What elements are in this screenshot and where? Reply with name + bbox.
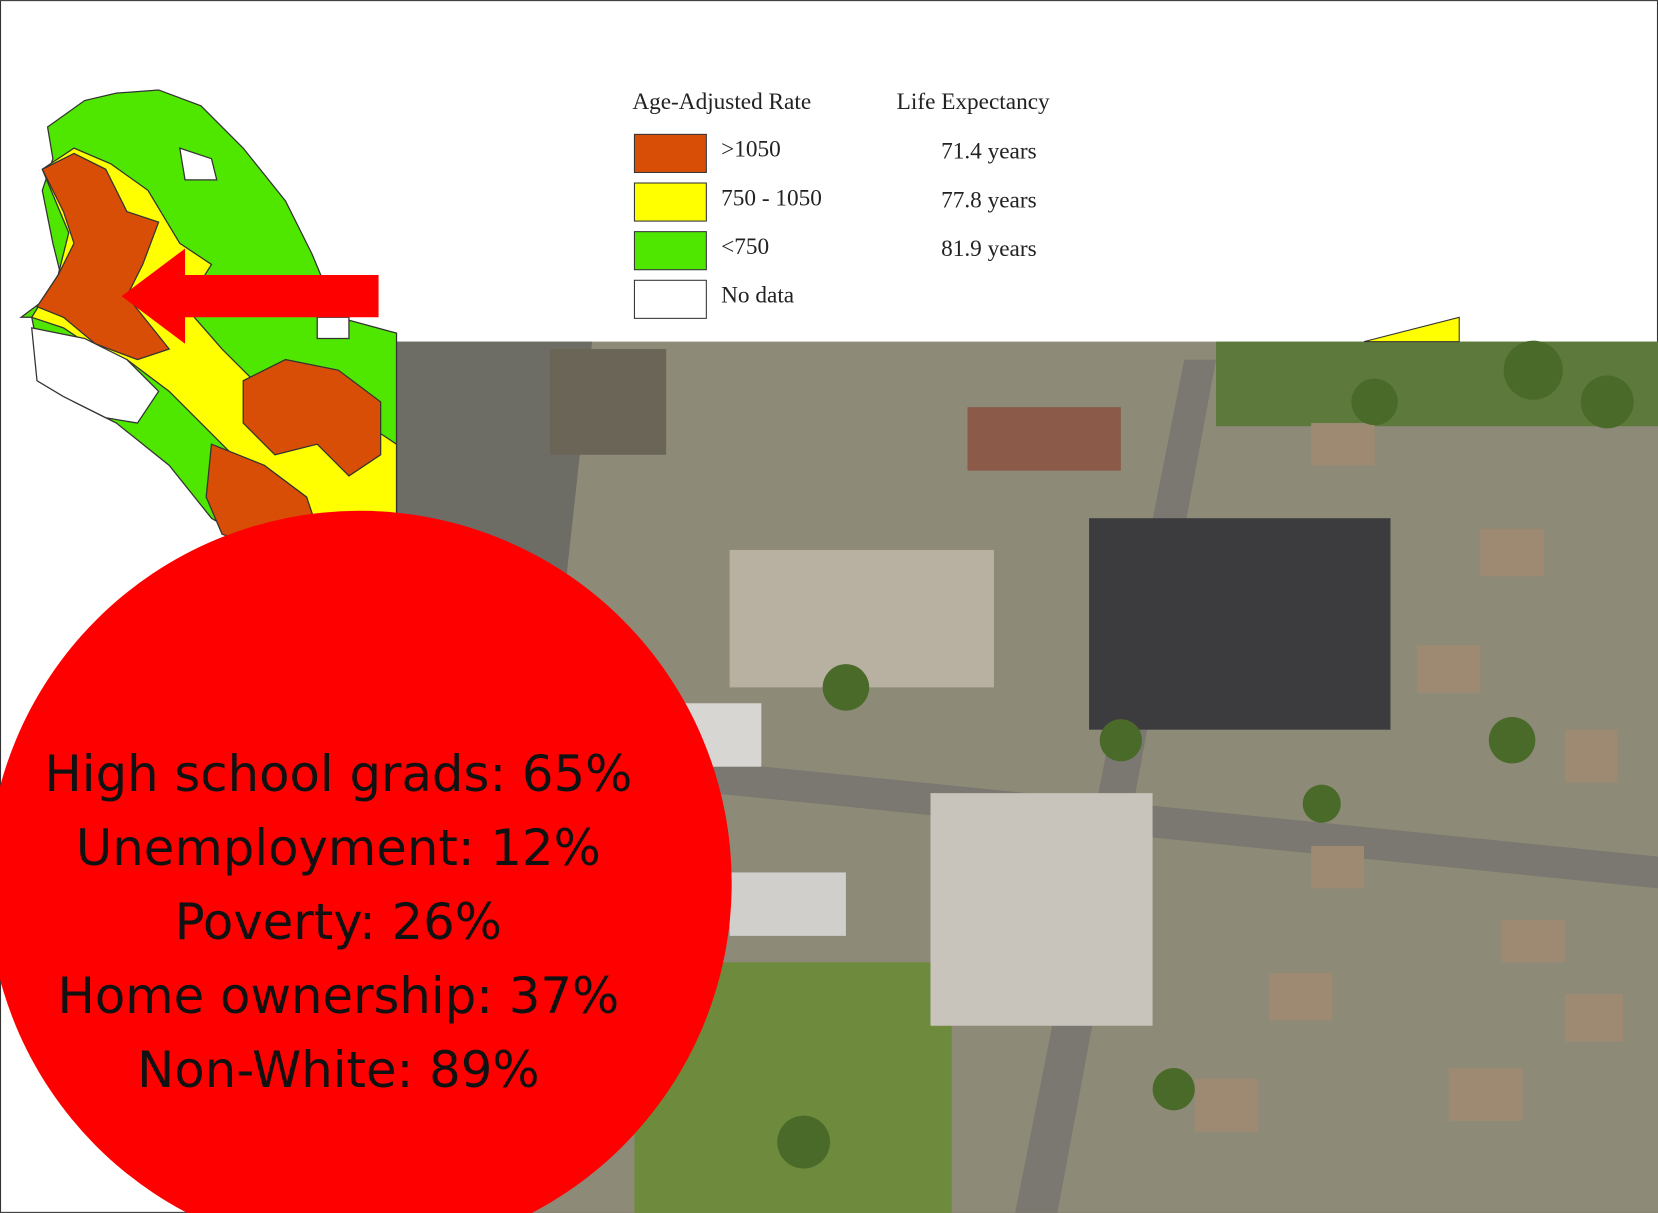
legend-life-expectancy: 71.4 years xyxy=(941,139,1037,165)
stat-line: Unemployment: 12% xyxy=(76,819,601,877)
legend-swatch xyxy=(634,134,706,172)
legend-swatch xyxy=(634,280,706,318)
stat-line: Home ownership: 37% xyxy=(57,967,619,1025)
legend-life-expectancy: 77.8 years xyxy=(941,187,1037,213)
legend-heading: Life Expectancy xyxy=(897,89,1050,115)
legend-range: <750 xyxy=(721,234,769,260)
slide: Age-Adjusted Rate Life Expectancy >1050 7… xyxy=(0,0,1658,1213)
legend-range: >1050 xyxy=(721,137,781,163)
legend-range: No data xyxy=(721,283,794,309)
legend-range: 750 - 1050 xyxy=(721,185,822,211)
stat-line: Non-White: 89% xyxy=(137,1041,539,1099)
stat-line: Poverty: 26% xyxy=(175,893,502,951)
legend-swatch xyxy=(634,232,706,270)
legend-heading: Age-Adjusted Rate xyxy=(632,89,811,115)
legend-life-expectancy: 81.9 years xyxy=(941,236,1037,262)
legend-swatch xyxy=(634,183,706,221)
stat-line: High school grads: 65% xyxy=(44,745,632,803)
